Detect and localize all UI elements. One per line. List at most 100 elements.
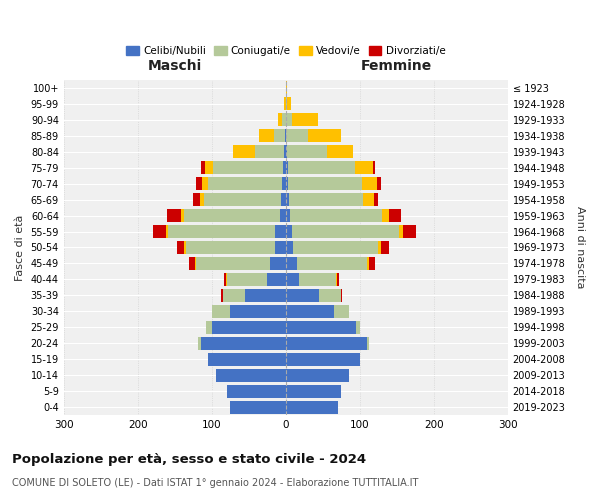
Bar: [292, 113, 317, 126]
Bar: [177, 241, 184, 254]
Bar: [341, 289, 342, 302]
Bar: [199, 336, 201, 350]
Bar: [201, 336, 286, 350]
Bar: [212, 161, 283, 174]
Bar: [287, 145, 327, 158]
Bar: [268, 273, 286, 286]
Bar: [288, 177, 362, 190]
Text: Popolazione per età, sesso e stato civile - 2024: Popolazione per età, sesso e stato civil…: [12, 452, 366, 466]
Bar: [286, 82, 287, 94]
Bar: [281, 193, 286, 206]
Bar: [403, 225, 416, 238]
Bar: [193, 193, 200, 206]
Bar: [286, 257, 297, 270]
Bar: [224, 273, 226, 286]
Bar: [274, 129, 285, 142]
Bar: [221, 289, 223, 302]
Bar: [255, 145, 284, 158]
Bar: [226, 273, 227, 286]
Bar: [381, 241, 389, 254]
Bar: [299, 273, 336, 286]
Bar: [374, 193, 377, 206]
Bar: [230, 305, 286, 318]
Bar: [200, 193, 203, 206]
Bar: [319, 289, 341, 302]
Bar: [280, 209, 286, 222]
Text: COMUNE DI SOLETO (LE) - Dati ISTAT 1° gennaio 2024 - Elaborazione TUTTITALIA.IT: COMUNE DI SOLETO (LE) - Dati ISTAT 1° ge…: [12, 478, 418, 488]
Bar: [212, 305, 230, 318]
Bar: [379, 241, 381, 254]
Bar: [206, 321, 212, 334]
Bar: [284, 97, 286, 110]
Bar: [275, 225, 286, 238]
Bar: [286, 193, 289, 206]
Bar: [356, 321, 360, 334]
Bar: [382, 209, 389, 222]
Bar: [285, 129, 286, 142]
Bar: [286, 177, 288, 190]
Bar: [286, 145, 287, 158]
Bar: [184, 241, 186, 254]
Bar: [202, 177, 208, 190]
Bar: [259, 129, 274, 142]
Bar: [289, 193, 363, 206]
Bar: [278, 113, 282, 126]
Bar: [233, 145, 255, 158]
Bar: [189, 257, 195, 270]
Bar: [286, 336, 367, 350]
Bar: [286, 368, 349, 382]
Bar: [389, 209, 401, 222]
Bar: [286, 273, 299, 286]
Bar: [286, 241, 293, 254]
Bar: [286, 400, 338, 413]
Bar: [196, 257, 269, 270]
Bar: [287, 97, 291, 110]
Bar: [286, 209, 290, 222]
Bar: [288, 161, 355, 174]
Bar: [227, 384, 286, 398]
Legend: Celibi/Nubili, Coniugati/e, Vedovi/e, Divorziati/e: Celibi/Nubili, Coniugati/e, Vedovi/e, Di…: [122, 42, 449, 60]
Bar: [286, 321, 356, 334]
Bar: [377, 177, 380, 190]
Bar: [212, 321, 286, 334]
Bar: [286, 97, 287, 110]
Bar: [286, 384, 341, 398]
Bar: [166, 225, 168, 238]
Bar: [368, 257, 374, 270]
Text: Maschi: Maschi: [148, 60, 202, 74]
Bar: [334, 305, 349, 318]
Bar: [283, 161, 286, 174]
Bar: [290, 209, 382, 222]
Bar: [284, 145, 286, 158]
Bar: [168, 225, 275, 238]
Bar: [186, 241, 275, 254]
Bar: [167, 209, 181, 222]
Bar: [337, 273, 339, 286]
Bar: [202, 161, 205, 174]
Bar: [286, 129, 308, 142]
Bar: [282, 177, 286, 190]
Bar: [367, 257, 368, 270]
Bar: [196, 177, 202, 190]
Bar: [205, 161, 212, 174]
Bar: [223, 289, 245, 302]
Bar: [282, 113, 286, 126]
Bar: [195, 257, 196, 270]
Bar: [293, 241, 379, 254]
Text: Femmine: Femmine: [361, 60, 433, 74]
Bar: [227, 273, 268, 286]
Bar: [184, 209, 280, 222]
Bar: [286, 305, 334, 318]
Bar: [286, 225, 292, 238]
Y-axis label: Anni di nascita: Anni di nascita: [575, 206, 585, 288]
Bar: [286, 161, 288, 174]
Bar: [203, 193, 281, 206]
Bar: [215, 368, 286, 382]
Bar: [286, 289, 319, 302]
Bar: [336, 273, 337, 286]
Bar: [275, 241, 286, 254]
Bar: [181, 209, 184, 222]
Bar: [286, 352, 360, 366]
Bar: [362, 177, 377, 190]
Bar: [152, 225, 166, 238]
